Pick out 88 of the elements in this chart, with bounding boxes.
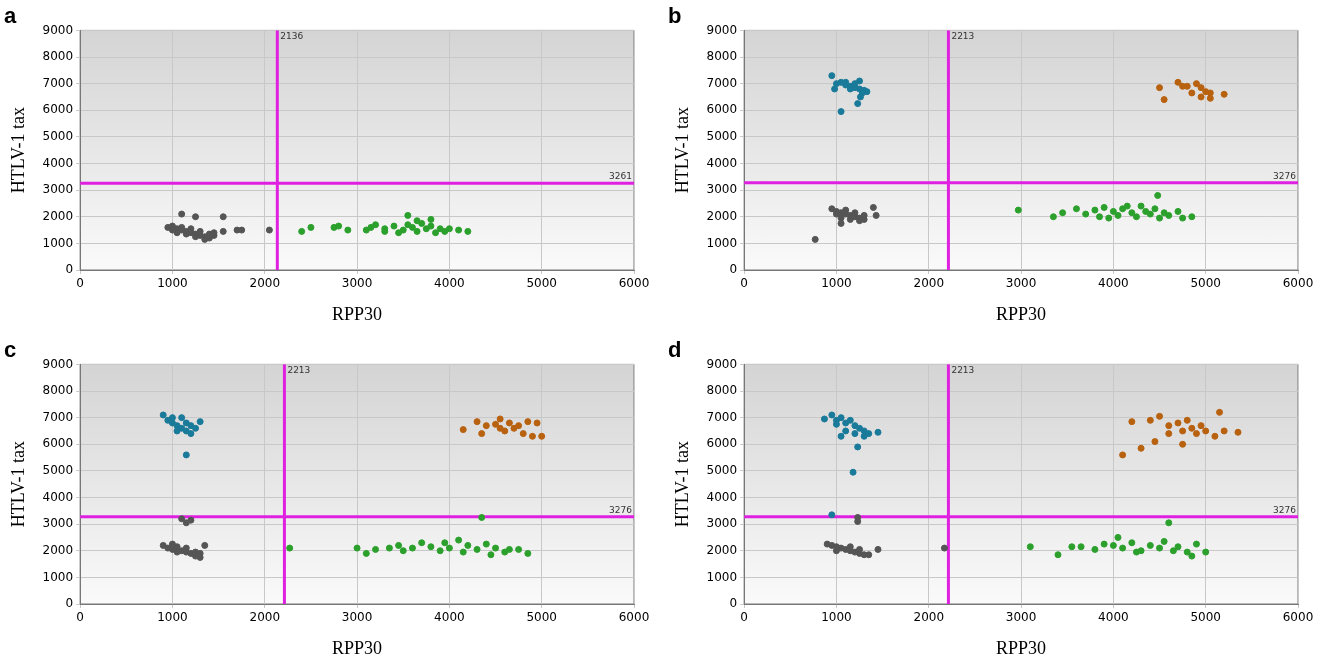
y-tick-label: 6000	[706, 102, 738, 117]
x-tick-label: 0	[740, 610, 748, 625]
y-axis-title: HTLV-1 tax	[671, 107, 692, 194]
x-tick-label: 3000	[1005, 610, 1037, 625]
x-axis-title: RPP30	[996, 303, 1047, 324]
y-tick-label: 1000	[706, 235, 738, 250]
y-tick-label: 2000	[42, 542, 74, 557]
y-axis-title: HTLV-1 tax	[7, 107, 28, 194]
x-tick-label: 1000	[157, 610, 188, 625]
ref-line-label: 2136	[280, 31, 304, 42]
ref-line-label: 2213	[287, 365, 311, 376]
y-tick-label: 0	[65, 262, 74, 277]
y-tick-label: 3000	[42, 182, 74, 197]
ref-line-label: 3261	[609, 171, 632, 182]
y-tick-label: 7000	[706, 409, 738, 424]
y-tick-label: 8000	[706, 383, 738, 398]
x-tick-label: 4000	[434, 276, 465, 291]
y-tick-label: 6000	[706, 436, 738, 451]
y-tick-label: 5000	[42, 129, 74, 144]
x-tick-label: 3000	[341, 276, 373, 291]
y-tick-label: 6000	[42, 436, 74, 451]
y-tick-label: 1000	[42, 569, 74, 584]
y-tick-label: 4000	[42, 489, 74, 504]
y-tick-label: 4000	[706, 155, 738, 170]
x-tick-label: 4000	[1098, 610, 1129, 625]
y-tick-label: 4000	[42, 155, 74, 170]
x-tick-label: 0	[76, 610, 84, 625]
y-tick-label: 8000	[42, 49, 74, 64]
x-tick-label: 6000	[618, 610, 650, 625]
x-tick-label: 4000	[1098, 276, 1129, 291]
y-tick-label: 4000	[706, 489, 738, 504]
y-tick-label: 0	[729, 262, 738, 277]
y-tick-label: 5000	[706, 129, 738, 144]
y-tick-label: 9000	[706, 22, 738, 37]
x-tick-label: 1000	[821, 276, 852, 291]
y-tick-label: 5000	[42, 463, 74, 478]
y-tick-label: 0	[729, 596, 738, 611]
ref-line-label: 2213	[951, 365, 975, 376]
y-tick-label: 5000	[706, 463, 738, 478]
y-tick-label: 2000	[42, 208, 74, 223]
y-tick-label: 2000	[706, 208, 738, 223]
chart-title: d	[668, 337, 682, 363]
x-tick-label: 2000	[913, 610, 945, 625]
y-tick-label: 8000	[706, 49, 738, 64]
y-tick-label: 6000	[42, 102, 74, 117]
x-tick-label: 0	[76, 276, 84, 291]
ref-line-label: 2213	[951, 31, 975, 42]
x-axis-title: RPP30	[332, 303, 383, 324]
x-tick-label: 1000	[821, 610, 852, 625]
y-tick-label: 9000	[42, 22, 74, 37]
x-tick-label: 5000	[1190, 610, 1221, 625]
x-tick-label: 2000	[249, 610, 281, 625]
y-tick-label: 7000	[42, 75, 74, 90]
y-tick-label: 9000	[706, 356, 738, 371]
x-tick-label: 6000	[1282, 276, 1314, 291]
x-tick-label: 6000	[618, 276, 650, 291]
x-tick-label: 3000	[1005, 276, 1037, 291]
x-tick-label: 0	[740, 276, 748, 291]
x-tick-label: 6000	[1282, 610, 1314, 625]
x-tick-label: 5000	[526, 276, 557, 291]
x-axis-title: RPP30	[996, 637, 1047, 658]
chart-title: a	[4, 3, 17, 29]
y-tick-label: 9000	[42, 356, 74, 371]
y-tick-label: 1000	[42, 235, 74, 250]
x-axis-title: RPP30	[332, 637, 383, 658]
x-tick-label: 5000	[1190, 276, 1221, 291]
ref-line-label: 3276	[609, 504, 633, 515]
y-tick-label: 3000	[706, 516, 738, 531]
x-tick-label: 4000	[434, 610, 465, 625]
x-tick-label: 2000	[249, 276, 281, 291]
x-tick-label: 2000	[913, 276, 945, 291]
y-tick-label: 0	[65, 596, 74, 611]
y-tick-label: 1000	[706, 569, 738, 584]
y-tick-label: 7000	[42, 409, 74, 424]
y-tick-label: 8000	[42, 383, 74, 398]
x-tick-label: 3000	[341, 610, 373, 625]
y-axis-title: HTLV-1 tax	[671, 441, 692, 528]
chart-title: b	[668, 3, 682, 29]
x-tick-label: 1000	[157, 276, 188, 291]
y-tick-label: 2000	[706, 542, 738, 557]
ref-line-label: 3276	[1273, 504, 1297, 515]
y-tick-label: 3000	[706, 182, 738, 197]
y-tick-label: 7000	[706, 75, 738, 90]
ref-line-label: 3276	[1273, 170, 1297, 181]
x-tick-label: 5000	[526, 610, 557, 625]
y-axis-title: HTLV-1 tax	[7, 441, 28, 528]
chart-title: c	[4, 337, 17, 363]
y-tick-label: 3000	[42, 516, 74, 531]
